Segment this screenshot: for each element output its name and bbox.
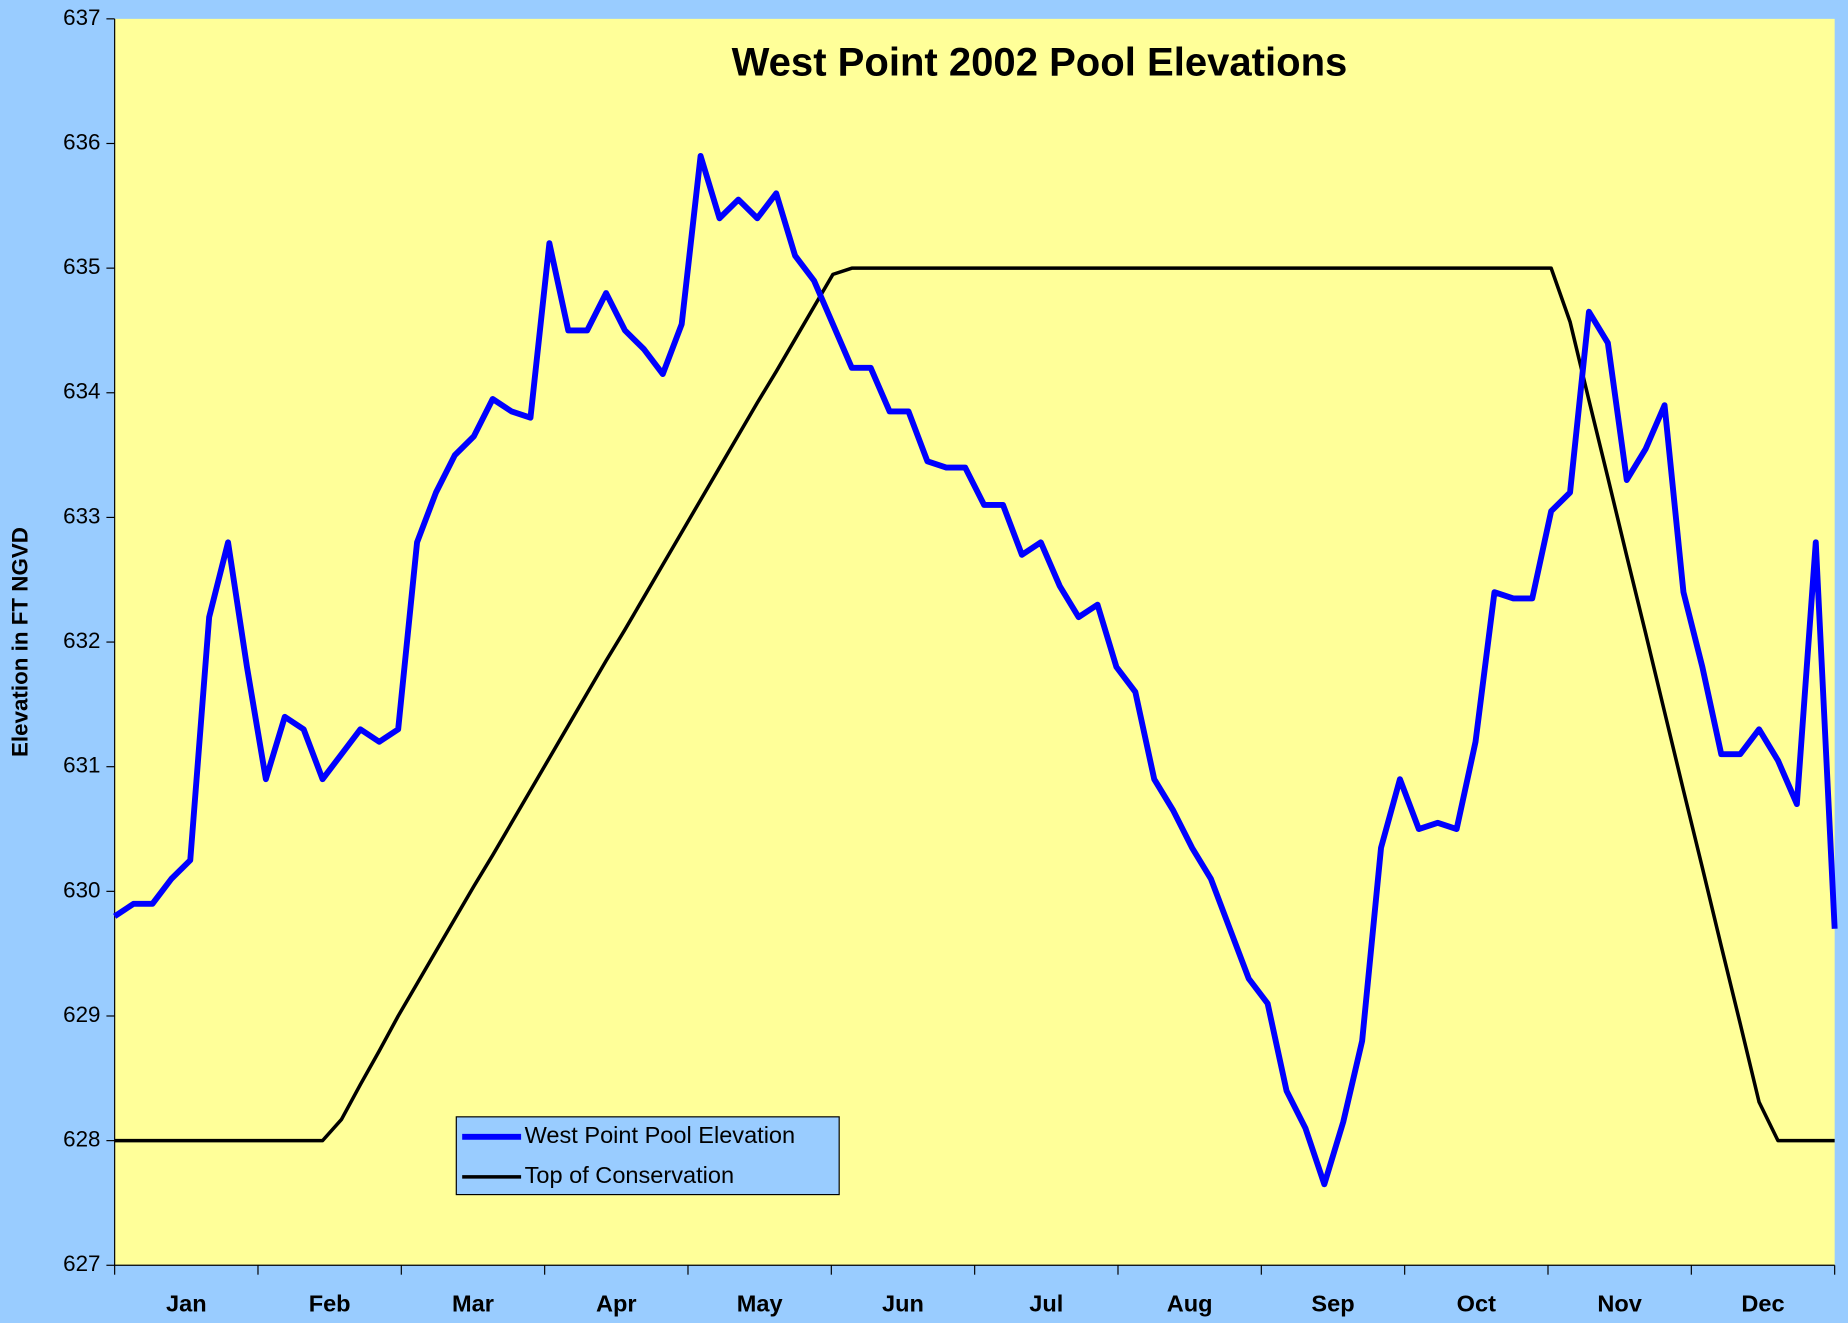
- x-tick-label: Mar: [452, 1291, 494, 1317]
- y-tick-label: 633: [63, 503, 100, 528]
- y-tick-label: 627: [63, 1251, 100, 1276]
- y-tick-label: 637: [63, 5, 100, 30]
- y-tick-label: 628: [63, 1127, 100, 1152]
- y-tick-label: 629: [63, 1002, 100, 1027]
- x-tick-label: Feb: [309, 1291, 351, 1317]
- series-line: [113, 153, 1838, 1188]
- x-tick-label: Nov: [1597, 1291, 1641, 1317]
- x-tick-label: Jun: [882, 1291, 924, 1317]
- x-tick-label: May: [737, 1291, 783, 1317]
- x-tick-label: Oct: [1457, 1291, 1496, 1317]
- x-tick-label: Apr: [596, 1291, 637, 1317]
- series-line: [114, 266, 1835, 1143]
- x-tick-label: Sep: [1311, 1291, 1354, 1317]
- y-tick-label: 635: [63, 254, 100, 279]
- y-axis-label: Elevation in FT NGVD: [7, 527, 32, 757]
- legend: West Point Pool Elevation Top of Conserva…: [455, 1116, 840, 1196]
- y-tick-label: 630: [63, 877, 100, 902]
- y-tick-label: 632: [63, 628, 100, 653]
- x-tick-label: Jul: [1029, 1291, 1063, 1317]
- y-tick-label: 634: [63, 379, 100, 404]
- legend-label: West Point Pool Elevation: [525, 1122, 796, 1148]
- x-tick-label: Aug: [1167, 1291, 1213, 1317]
- y-tick-label: 631: [63, 753, 100, 778]
- y-tick-label: 636: [63, 129, 100, 154]
- plot-area: [114, 18, 1835, 1266]
- x-tick-label: Jan: [166, 1291, 207, 1317]
- x-tick-label: Dec: [1741, 1291, 1784, 1317]
- legend-box: [455, 1116, 840, 1196]
- legend-label: Top of Conservation: [525, 1162, 734, 1188]
- chart-title: West Point 2002 Pool Elevations: [732, 40, 1348, 84]
